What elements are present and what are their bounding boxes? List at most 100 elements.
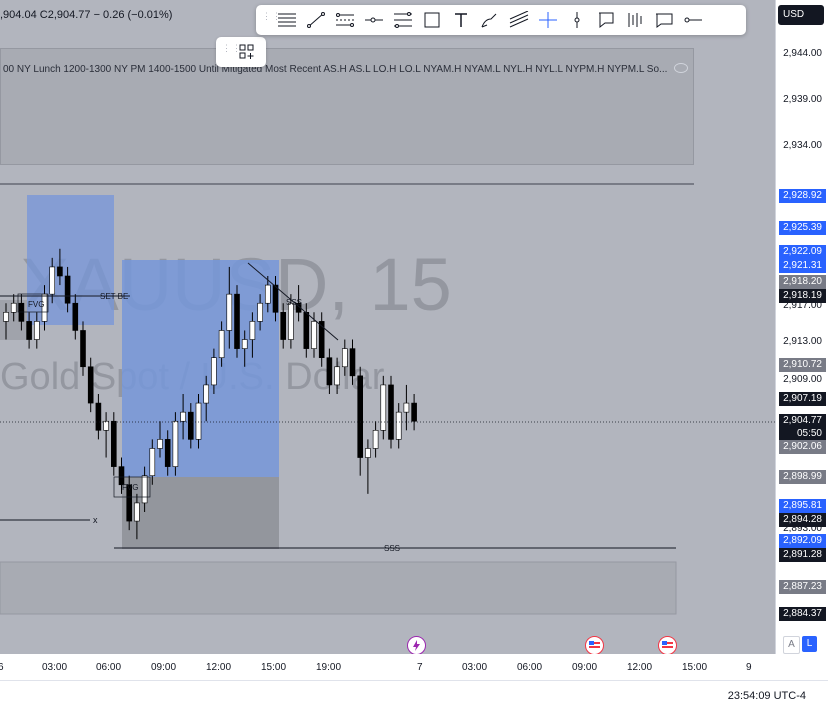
candle — [180, 411, 186, 422]
candle — [395, 411, 402, 440]
auto-scale-button[interactable]: A — [783, 636, 800, 654]
fvg-label: FVG — [28, 300, 44, 309]
price-tick: 2,909.00 — [783, 374, 822, 385]
drag-handle-icon[interactable]: ⋮⋮ — [222, 43, 242, 53]
candle — [87, 366, 94, 404]
horizontal-ray-icon[interactable] — [359, 7, 388, 33]
order-block-zone — [122, 260, 279, 477]
candle — [211, 357, 217, 386]
candle — [172, 420, 179, 467]
time-tick: 09:00 — [151, 662, 177, 673]
candle — [164, 439, 171, 467]
price-label: 05:50 — [779, 427, 826, 441]
trend-line-icon[interactable] — [301, 7, 330, 33]
time-tick: 12:00 — [206, 662, 232, 673]
ray-icon[interactable] — [678, 7, 707, 33]
fvg-label: FVG — [122, 483, 138, 492]
candle — [10, 302, 17, 313]
price-scale[interactable]: 2,944.00 2,939.00 2,934.00 2,917.00 2,913.00… — [775, 0, 828, 654]
status-bar: 23:54:09 UTC-4 — [0, 680, 828, 714]
eye-icon[interactable] — [674, 63, 688, 73]
us-flag-event-icon[interactable] — [658, 636, 677, 654]
currency-select[interactable]: USD — [778, 5, 824, 25]
clock[interactable]: 23:54:09 UTC-4 — [727, 690, 806, 702]
fvg-box — [17, 293, 49, 313]
candle — [57, 266, 63, 277]
candle — [272, 284, 279, 313]
candle — [49, 266, 56, 295]
candle — [326, 357, 333, 386]
log-scale-button[interactable]: L — [802, 636, 817, 652]
zone-layer — [0, 195, 677, 615]
vertical-line-icon[interactable] — [562, 7, 591, 33]
candle — [149, 448, 156, 476]
chart-pane[interactable]: XAUUSD, 15 Gold Spot / U.S. Dollar SET B… — [0, 0, 775, 654]
price-label: 2,895.81 — [779, 499, 826, 513]
candle — [33, 321, 40, 340]
price-tick: 2,893.00 — [783, 523, 822, 534]
regression-trend-icon[interactable] — [504, 7, 533, 33]
candle — [103, 420, 109, 431]
candle — [365, 448, 371, 458]
time-tick: 19:00 — [316, 662, 342, 673]
candle — [188, 411, 194, 440]
price-label: 2,904.77 — [779, 414, 826, 428]
candle — [111, 420, 117, 467]
us-flag-event-icon[interactable] — [585, 636, 604, 654]
time-tick: 06:00 — [96, 662, 122, 673]
indicator-legend[interactable]: 00 NY Lunch 1200-1300 NY PM 1400-1500 Un… — [0, 48, 694, 165]
session-zone — [27, 195, 114, 325]
brush-icon[interactable] — [475, 7, 504, 33]
horizontal-lines-icon[interactable] — [272, 7, 301, 33]
callout-icon[interactable] — [591, 7, 620, 33]
price-label: 2,910.72 — [779, 358, 826, 372]
candle — [388, 384, 394, 440]
candle — [264, 284, 271, 304]
price-label: 2,907.19 — [779, 392, 826, 406]
rectangle-icon[interactable] — [417, 7, 446, 33]
candle — [64, 275, 71, 304]
price-tick: 2,917.00 — [783, 300, 822, 311]
candle — [318, 321, 325, 358]
parallel-channel-icon[interactable] — [330, 7, 359, 33]
lines-layer: SET BE FVG FVG SSS SSS x — [0, 183, 775, 553]
price-label: 2,892.09 — [779, 534, 826, 548]
object-tree-toolbar[interactable]: ⋮⋮ — [216, 37, 266, 67]
time-tick: 6 — [0, 662, 4, 673]
text-icon[interactable] — [446, 7, 475, 33]
price-label: 2,918.19 — [779, 289, 826, 303]
trend-line — [247, 262, 339, 341]
price-label: 2,925.39 — [779, 221, 826, 235]
candle — [226, 293, 233, 331]
x-label: x — [93, 515, 98, 525]
set-be-label: SET BE — [100, 292, 128, 301]
time-tick: 15:00 — [682, 662, 708, 673]
time-axis[interactable]: 6 03:00 06:00 09:00 12:00 15:00 19:00 7 03:00 06:… — [0, 654, 775, 680]
price-label: 2,884.37 — [779, 607, 826, 621]
object-tree-icon[interactable] — [232, 39, 261, 65]
lightning-event-icon[interactable] — [407, 636, 426, 654]
candle — [126, 484, 132, 522]
sss-label: SSS — [384, 544, 400, 553]
comment-icon[interactable] — [649, 7, 678, 33]
crosshair-icon[interactable] — [533, 7, 562, 33]
time-tick: 15:00 — [261, 662, 287, 673]
candle — [134, 502, 140, 522]
price-chart[interactable]: SET BE FVG FVG SSS SSS x — [0, 0, 775, 654]
candle — [357, 375, 364, 458]
time-tick: 03:00 — [462, 662, 488, 673]
price-label: 2,894.28 — [779, 513, 826, 527]
time-tick: 9 — [746, 662, 752, 673]
candle — [311, 321, 317, 349]
price-label: 2,921.31 — [779, 259, 826, 273]
candle — [257, 302, 263, 322]
price-tick: 2,934.00 — [783, 140, 822, 151]
fib-retracement-icon[interactable] — [388, 7, 417, 33]
discount-zone — [122, 477, 279, 549]
drawing-toolbar[interactable]: ⋮⋮ — [256, 5, 746, 35]
long-short-position-icon[interactable] — [620, 7, 649, 33]
candle — [334, 366, 340, 386]
time-tick: 03:00 — [42, 662, 68, 673]
drag-handle-icon[interactable]: ⋮⋮ — [262, 11, 282, 21]
liquidity-zone — [0, 561, 677, 615]
